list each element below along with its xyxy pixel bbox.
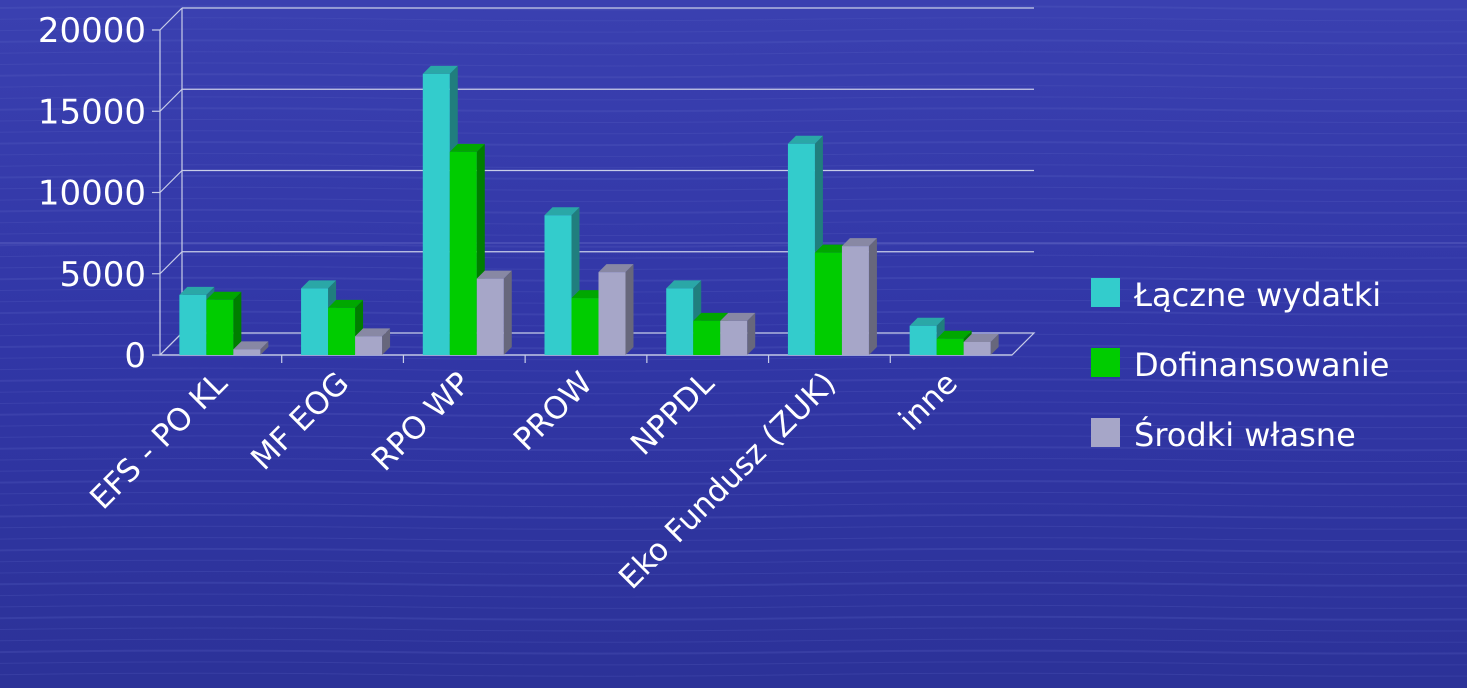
bar-top [720,312,756,321]
x-tick-label: EFS - PO KL [83,365,235,517]
bar-top [422,65,458,74]
bar [963,342,991,355]
legend-swatch-srodki-wlasne [1091,418,1120,447]
bar-side [382,328,391,355]
bar [301,288,329,355]
bar [476,278,504,355]
y-tick-label: 5000 [59,255,146,295]
bar [571,298,599,355]
bar-top [544,207,580,216]
gridline-depth [159,251,183,275]
x-tick-label: NPPDL [624,365,722,463]
bar [720,320,748,355]
bar [598,272,626,355]
x-tick-label: PROW [507,365,600,458]
y-tick-label: 20000 [38,11,146,51]
bar-top [814,244,850,253]
bar [449,151,477,355]
legend-label-laczne-wydatki: Łączne wydatki [1133,276,1381,314]
gridline-depth [159,7,183,31]
x-tick-label: RPO WP [365,365,478,478]
bar [422,73,450,355]
bar-top [571,290,607,299]
x-tick-label: inne [892,365,965,438]
x-tick-label: Eko Fundusz (ZUK) [612,365,843,596]
bar [179,294,207,355]
bar-top [963,334,999,342]
bar [328,307,356,355]
bar-side [260,341,269,355]
bar-side [747,312,756,355]
bar-top [328,299,364,308]
y-tick-label: 10000 [38,174,146,214]
bar [206,299,234,355]
bar-side [990,334,999,355]
bar-top [355,328,391,337]
legend-swatch-dofinansowanie [1091,348,1120,377]
bar [544,215,572,355]
bar-top [787,135,823,144]
bar-top [841,238,877,247]
y-tick-label: 15000 [38,92,146,132]
bar-top [909,317,945,326]
gridlines [159,7,1034,356]
bar [841,246,869,355]
bar [666,288,694,355]
bar-side [868,238,877,355]
bar-top [936,330,972,339]
bar-top [206,291,242,300]
bar [787,143,815,355]
bar-top [301,280,337,289]
bar-top [179,286,215,295]
bar [909,325,937,355]
bar [936,338,964,355]
bar-top [476,270,512,279]
bar [693,320,721,355]
bar-side [233,291,242,355]
bar-top [666,280,702,289]
bar [355,336,383,355]
y-tick-label: 0 [124,336,146,376]
gridline-depth [159,170,183,193]
bar-side [625,264,634,355]
bar-top [693,312,729,321]
x-tick-label: MF EOG [244,365,356,477]
bar-side [503,270,512,355]
gridline-depth [159,88,183,112]
bars [179,65,999,355]
bar [814,252,842,355]
legend-swatch-laczne-wydatki [1091,278,1120,307]
legend-label-srodki-wlasne: Środki własne [1134,415,1356,454]
legend-label-dofinansowanie: Dofinansowanie [1134,346,1389,384]
bar-top [449,143,485,152]
legend: Łączne wydatki Dofinansowanie Środki wła… [1091,276,1389,454]
bar-top [233,341,269,350]
bar [233,349,261,355]
bar-top [598,264,634,273]
